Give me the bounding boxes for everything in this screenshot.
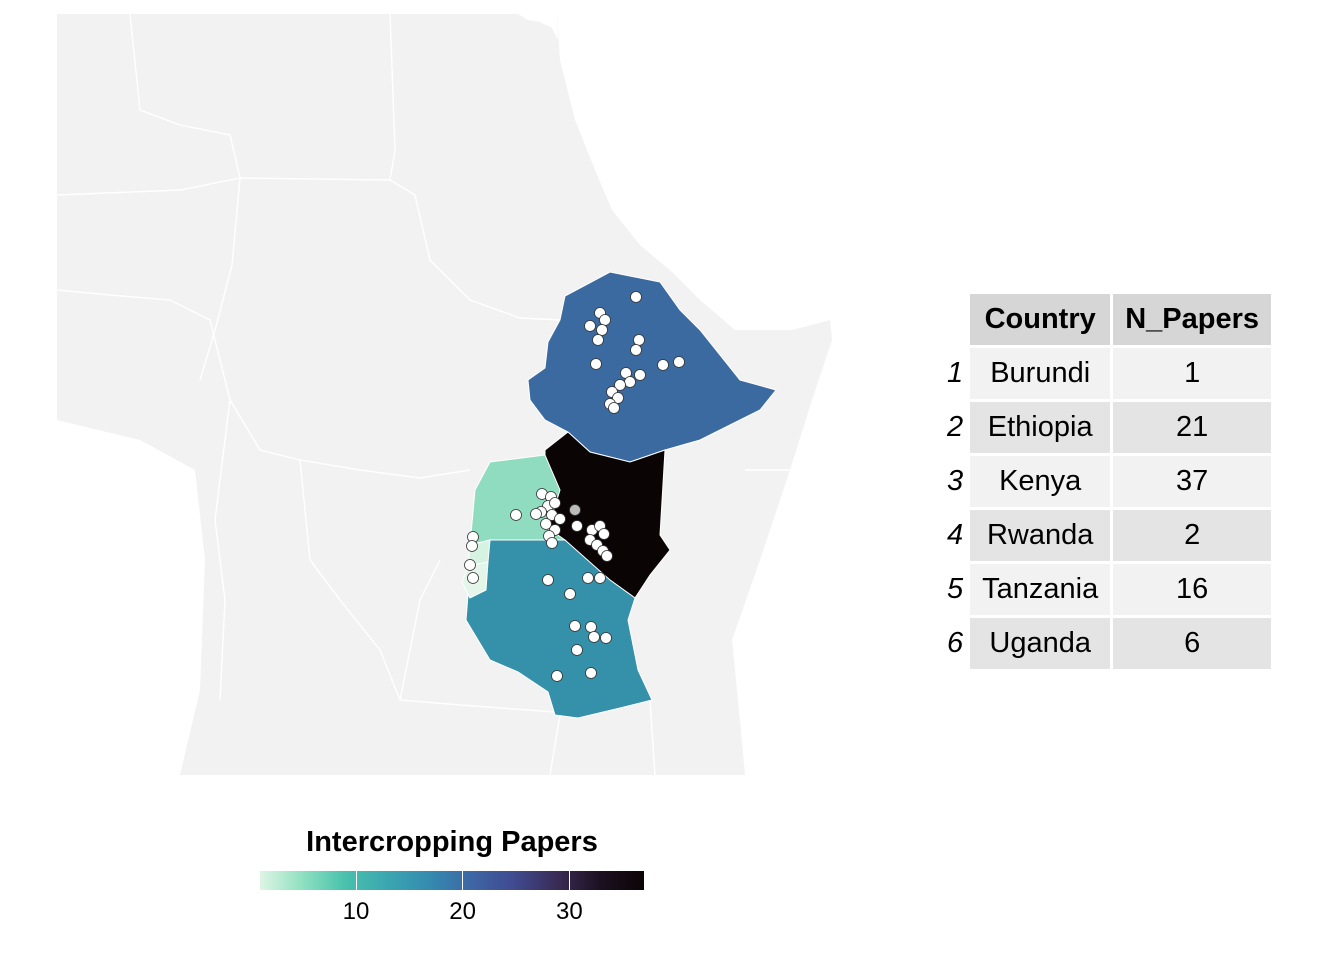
cell-n-papers: 2 (1113, 510, 1272, 561)
cell-country: Rwanda (970, 510, 1111, 561)
table-row: 1 Burundi 1 (943, 348, 1272, 399)
legend-tick-mark (462, 871, 464, 890)
study-point (673, 356, 685, 368)
row-index: 2 (947, 411, 964, 443)
cell-country: Tanzania (970, 564, 1111, 615)
study-point (571, 520, 583, 532)
red-sea (518, 14, 558, 40)
study-point (633, 334, 645, 346)
study-point (612, 392, 624, 404)
study-point (630, 291, 642, 303)
study-point (546, 537, 558, 549)
study-points (464, 291, 685, 682)
table-header-row: Country N_Papers (943, 294, 1272, 345)
study-point (584, 320, 596, 332)
legend-colorbar (260, 871, 644, 890)
cell-country: Kenya (970, 456, 1111, 507)
study-point (585, 667, 597, 679)
study-point (564, 588, 576, 600)
study-point (630, 344, 642, 356)
study-point (571, 644, 583, 656)
study-point (467, 572, 479, 584)
table-header-index (943, 294, 967, 345)
study-point (614, 379, 626, 391)
study-point (464, 559, 476, 571)
row-index: 3 (947, 465, 964, 497)
study-point (569, 620, 581, 632)
table-row: 4 Rwanda 2 (943, 510, 1272, 561)
row-index: 4 (947, 519, 964, 551)
cell-n-papers: 6 (1113, 618, 1272, 669)
study-point (598, 528, 610, 540)
study-point (530, 508, 542, 520)
study-point (590, 358, 602, 370)
legend-tick-mark (568, 871, 570, 890)
table-row: 6 Uganda 6 (943, 618, 1272, 669)
legend-tick-mark (355, 871, 357, 890)
study-point (582, 572, 594, 584)
row-index: 1 (947, 357, 964, 389)
study-point (624, 376, 636, 388)
cell-n-papers: 1 (1113, 348, 1272, 399)
cell-n-papers: 21 (1113, 402, 1272, 453)
country-tanzania[interactable] (465, 539, 653, 719)
cell-country: Ethiopia (970, 402, 1111, 453)
study-point (596, 324, 608, 336)
country-papers-table: Country N_Papers 1 Burundi 1 2 Ethiopia … (940, 291, 1274, 672)
legend-tick-label: 20 (449, 898, 477, 925)
table-row: 5 Tanzania 16 (943, 564, 1272, 615)
study-point (551, 670, 563, 682)
study-point (554, 513, 566, 525)
study-point (585, 621, 597, 633)
row-index: 5 (947, 573, 964, 605)
legend-tick-label: 30 (555, 898, 583, 925)
study-point (588, 631, 600, 643)
table-row: 3 Kenya 37 (943, 456, 1272, 507)
cell-n-papers: 16 (1113, 564, 1272, 615)
study-point (542, 574, 554, 586)
cell-n-papers: 37 (1113, 456, 1272, 507)
study-point (600, 632, 612, 644)
study-point (569, 504, 581, 516)
study-point (592, 334, 604, 346)
study-point (540, 518, 552, 530)
table-header-n-papers: N_Papers (1113, 294, 1272, 345)
legend-tick-label: 10 (342, 898, 370, 925)
cell-country: Uganda (970, 618, 1111, 669)
cell-country: Burundi (970, 348, 1111, 399)
study-point (634, 369, 646, 381)
study-point (599, 314, 611, 326)
study-point (466, 540, 478, 552)
country-borders (56, 13, 790, 776)
study-point (549, 497, 561, 509)
study-point (608, 402, 620, 414)
table-row: 2 Ethiopia 21 (943, 402, 1272, 453)
table-header-country: Country (970, 294, 1111, 345)
study-point (510, 509, 522, 521)
row-index: 6 (947, 627, 964, 659)
legend-title: Intercropping Papers (306, 826, 598, 858)
study-point (601, 550, 613, 562)
gulf-of-aden (700, 298, 832, 330)
study-point (657, 359, 669, 371)
study-point (594, 572, 606, 584)
